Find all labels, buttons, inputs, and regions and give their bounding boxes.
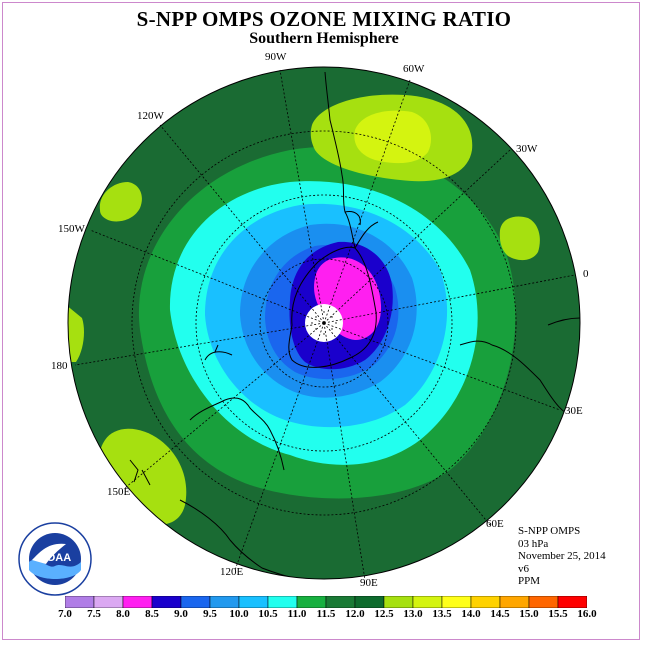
colorbar-swatch [238, 596, 269, 608]
figure-subtitle: Southern Hemisphere [249, 30, 399, 47]
colorbar-swatch [267, 596, 298, 608]
colorbar-tick-label: 15.5 [548, 608, 568, 620]
units-label: PPM [518, 575, 541, 587]
colorbar-tick-label: 15.0 [519, 608, 539, 620]
lon-label-30e: 30E [565, 405, 583, 417]
pressure-level: 03 hPa [518, 537, 549, 550]
colorbar-swatch [65, 596, 95, 608]
graticule [74, 69, 576, 581]
colorbar-tick-label: 9.0 [174, 608, 188, 620]
colorbar-swatch [151, 596, 182, 608]
lon-label-0: 0 [583, 268, 589, 280]
map-boundary [67, 66, 581, 580]
noaa-logo-text: NOAA [39, 552, 71, 564]
colorbar-tick-label: 11.5 [316, 608, 336, 620]
colorbar-swatch [441, 596, 472, 608]
instrument-label: S-NPP OMPS [518, 525, 581, 537]
contour-yellow-green [354, 110, 432, 164]
lon-label-90w: 90W [265, 51, 287, 63]
colorbar-swatch [325, 596, 356, 608]
colorbar-tick-label: 7.5 [87, 608, 101, 620]
colorbar-swatch [557, 596, 587, 608]
colorbar-swatch [122, 596, 153, 608]
colorbar-tick-label: 16.0 [577, 608, 597, 620]
colorbar-tick-label: 9.5 [203, 608, 217, 620]
lon-label-120w: 120W [137, 110, 164, 122]
figure-frame [2, 2, 640, 640]
lon-label-150w: 150W [58, 223, 85, 235]
contour-lime-west [68, 300, 84, 362]
contour-lime-pacific [99, 182, 142, 222]
observation-date: November 25, 2014 [518, 550, 606, 562]
colorbar-tick-label: 10.5 [258, 608, 278, 620]
colorbar-tick-label: 11.0 [287, 608, 307, 620]
colorbar-tick-label: 8.5 [145, 608, 159, 620]
map-contours [68, 67, 580, 579]
info-block: S-NPP OMPS 03 hPa November 25, 2014 v6 P… [518, 525, 606, 588]
colorbar-tick-label: 12.0 [345, 608, 365, 620]
colorbar-swatch [354, 596, 385, 608]
colorbar-tick-label: 10.0 [229, 608, 249, 620]
colorbar-swatch [93, 596, 124, 608]
colorbar-tick-label: 7.0 [58, 608, 72, 620]
contour-lime-atlantic [499, 216, 540, 261]
colorbar-swatch [499, 596, 530, 608]
colorbar-swatch [383, 596, 414, 608]
lon-label-60w: 60W [403, 63, 425, 75]
colorbar-tick-label: 13.5 [432, 608, 452, 620]
colorbar-tick-label: 14.5 [490, 608, 510, 620]
colorbar-swatch [528, 596, 559, 608]
colorbar-swatch [296, 596, 327, 608]
data-version: v6 [518, 562, 529, 575]
colorbar-swatch [412, 596, 443, 608]
colorbar-tick-label: 12.5 [374, 608, 394, 620]
colorbar-tick-label: 14.0 [461, 608, 481, 620]
lon-label-150e: 150E [107, 486, 131, 498]
colorbar-swatch [180, 596, 211, 608]
colorbar-tick-label: 8.0 [116, 608, 130, 620]
colorbar-swatch [470, 596, 501, 608]
lon-label-30w: 30W [516, 143, 538, 155]
colorbar-swatch [209, 596, 240, 608]
figure-title: S-NPP OMPS OZONE MIXING RATIO [136, 7, 512, 31]
lon-label-90e: 90E [360, 577, 378, 589]
lon-label-60e: 60E [486, 518, 504, 530]
colorbar-tick-label: 13.0 [403, 608, 423, 620]
colorbar [65, 596, 587, 608]
noaa-logo: NOAA [18, 522, 92, 596]
lon-label-120e: 120E [220, 566, 244, 578]
lon-label-180: 180 [51, 360, 68, 372]
